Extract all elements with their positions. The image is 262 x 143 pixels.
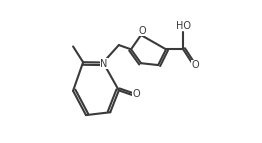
Text: O: O	[192, 60, 199, 70]
Text: N: N	[100, 59, 107, 69]
Text: O: O	[139, 26, 146, 36]
Text: O: O	[133, 89, 140, 99]
Text: HO: HO	[176, 21, 191, 31]
